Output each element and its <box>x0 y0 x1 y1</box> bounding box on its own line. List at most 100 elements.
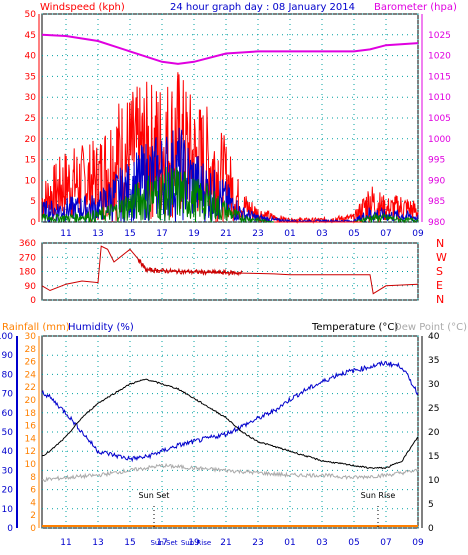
rainfall-y-tick: 24 <box>25 370 37 380</box>
temperature-y-tick: 35 <box>428 356 439 366</box>
direction-panel-frame <box>41 242 419 301</box>
x-tick-label: 09 <box>412 538 424 548</box>
humidity-y-tick: 40 <box>2 447 14 457</box>
x-tick-label: 11 <box>60 538 71 548</box>
humidity-y-tick: 10 <box>2 505 14 515</box>
rainfall-y-tick: 2 <box>30 511 36 521</box>
dewpoint-series <box>41 462 419 483</box>
rainfall-y-tick: 30 <box>25 332 37 342</box>
humidity-axis-title: Humidity (%) <box>68 322 134 333</box>
temp-panel-frame <box>41 335 419 529</box>
rainfall-y-tick: 10 <box>25 460 37 470</box>
humidity-y-tick: 80 <box>2 370 14 380</box>
x-tick-label: 05 <box>348 538 359 548</box>
x-tick-label: 23 <box>252 538 263 548</box>
rainfall-y-tick: 12 <box>25 447 36 457</box>
barometer-y-tick: 990 <box>428 176 445 186</box>
wind-y-tick: 40 <box>25 52 37 62</box>
x-tick-label: 17 <box>156 229 167 239</box>
x-tick-label: 15 <box>124 229 135 239</box>
rainfall-y-tick: 22 <box>25 383 36 393</box>
x-tick-label: 05 <box>348 229 359 239</box>
direction-y-tick: 360 <box>19 239 36 249</box>
temperature-y-tick: 0 <box>428 524 434 534</box>
wind-y-tick: 45 <box>25 31 36 41</box>
x-tick-label: 21 <box>220 538 231 548</box>
humidity-y-tick: 0 <box>7 524 13 534</box>
x-tick-label: 13 <box>92 229 103 239</box>
sun-annotation-label: Sun Rise <box>361 491 396 500</box>
x-tick-label: 03 <box>316 538 327 548</box>
rainfall-y-tick: 28 <box>25 345 37 355</box>
rainfall-y-tick: 8 <box>30 473 36 483</box>
x-tick-label: 01 <box>284 538 295 548</box>
barometer-y-tick: 1010 <box>428 93 451 103</box>
x-tick-label: 07 <box>380 229 391 239</box>
humidity-y-tick: 90 <box>2 351 14 361</box>
rainfall-y-tick: 0 <box>30 524 36 534</box>
wind-y-tick: 50 <box>25 10 37 20</box>
wind-y-tick: 20 <box>25 135 37 145</box>
barometer-axis-title: Barometer (hpa) <box>374 2 457 13</box>
temperature-y-tick: 15 <box>428 452 439 462</box>
x-tick-label: 01 <box>284 229 295 239</box>
wind-y-tick: 15 <box>25 156 36 166</box>
direction-y-tick: 180 <box>19 268 36 278</box>
barometer-y-tick: 980 <box>428 218 445 228</box>
compass-label: W <box>436 251 447 264</box>
wind-y-tick: 0 <box>30 218 36 228</box>
humidity-y-tick: 60 <box>2 409 14 419</box>
sun-axis-label: Sun Set <box>150 539 177 547</box>
x-tick-label: 21 <box>220 229 231 239</box>
humidity-y-tick: 70 <box>2 390 14 400</box>
barometer-series <box>41 33 419 65</box>
x-tick-label: 19 <box>188 229 200 239</box>
rainfall-y-tick: 20 <box>25 396 37 406</box>
rainfall-y-tick: 26 <box>25 358 37 368</box>
x-tick-label: 09 <box>412 229 424 239</box>
humidity-y-tick: 50 <box>2 428 14 438</box>
compass-label: S <box>436 265 443 278</box>
humidity-series <box>41 360 419 463</box>
direction-y-tick: 90 <box>25 282 37 292</box>
sun-axis-label: Sun Rise <box>181 539 211 547</box>
barometer-y-tick: 1015 <box>428 72 451 82</box>
temperature-y-tick: 25 <box>428 404 439 414</box>
temperature-y-tick: 10 <box>428 476 440 486</box>
wind-y-tick: 30 <box>25 93 37 103</box>
wind-y-tick: 5 <box>30 197 36 207</box>
rainfall-axis-title: Rainfall (mm) <box>2 322 70 333</box>
barometer-y-tick: 985 <box>428 197 445 207</box>
compass-label: E <box>436 279 443 292</box>
x-tick-label: 03 <box>316 229 327 239</box>
x-tick-label: 17 <box>156 538 167 548</box>
temperature-y-tick: 5 <box>428 500 434 510</box>
x-tick-label: 15 <box>124 538 135 548</box>
compass-label: N <box>436 237 444 250</box>
wind-direction-noise <box>137 258 243 277</box>
rainfall-y-tick: 18 <box>25 409 37 419</box>
barometer-y-tick: 1020 <box>428 52 451 62</box>
humidity-y-tick: 100 <box>0 332 13 342</box>
humidity-y-tick: 30 <box>2 466 14 476</box>
rainfall-y-tick: 14 <box>25 434 37 444</box>
x-tick-label: 19 <box>188 538 200 548</box>
temperature-y-tick: 30 <box>428 380 440 390</box>
chart-title: 24 hour graph day : 08 January 2014 <box>170 2 355 13</box>
direction-y-tick: 0 <box>30 296 36 306</box>
temperature-y-tick: 20 <box>428 428 440 438</box>
wind-y-tick: 25 <box>25 114 36 124</box>
wind-y-tick: 10 <box>25 176 37 186</box>
compass-label: N <box>436 293 444 306</box>
direction-y-tick: 270 <box>19 253 36 263</box>
temperature-series <box>41 378 419 470</box>
x-tick-label: 11 <box>60 229 71 239</box>
barometer-y-tick: 1005 <box>428 114 451 124</box>
sun-annotation-label: Sun Set <box>139 491 170 500</box>
dewpoint-axis-title: Dew Point (°C) <box>394 322 467 333</box>
barometer-y-tick: 1025 <box>428 31 451 41</box>
rainfall-y-tick: 4 <box>30 498 36 508</box>
barometer-y-tick: 1000 <box>428 135 451 145</box>
